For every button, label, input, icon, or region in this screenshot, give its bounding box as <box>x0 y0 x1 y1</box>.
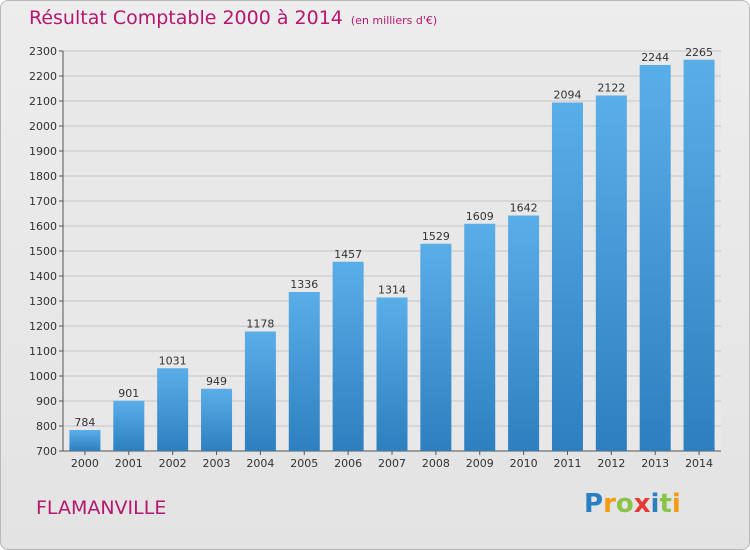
x-tick-label: 2006 <box>334 457 362 470</box>
x-tick-label: 2007 <box>378 457 406 470</box>
y-tick-label: 1700 <box>29 195 57 208</box>
logo-letter: x <box>633 489 651 519</box>
unit-label: (en milliers d'€) <box>350 14 438 27</box>
x-tick-label: 2010 <box>510 457 538 470</box>
y-tick-label: 1500 <box>29 245 57 258</box>
x-tick-label: 2014 <box>685 457 713 470</box>
bar <box>201 388 233 451</box>
x-tick-label: 2004 <box>246 457 274 470</box>
bar <box>420 243 452 451</box>
bar <box>288 292 320 451</box>
bar <box>683 59 715 451</box>
y-tick-label: 2100 <box>29 95 57 108</box>
bar-value-label: 1529 <box>422 230 450 243</box>
logo-letter: P <box>584 489 604 519</box>
x-tick-label: 2011 <box>553 457 581 470</box>
logo-letter: r <box>603 489 616 519</box>
bar-value-label: 901 <box>118 387 139 400</box>
logo-letter: i <box>650 489 660 519</box>
y-tick-label: 2300 <box>29 45 57 58</box>
y-tick-label: 1300 <box>29 295 57 308</box>
y-tick-label: 1100 <box>29 345 57 358</box>
bar <box>551 102 583 451</box>
bar-value-label: 1178 <box>246 318 274 331</box>
bar-value-label: 2122 <box>597 82 625 95</box>
bar <box>157 368 189 451</box>
bar <box>69 430 101 451</box>
bar <box>508 215 540 451</box>
y-tick-label: 2000 <box>29 120 57 133</box>
y-tick-label: 1200 <box>29 320 57 333</box>
y-tick-label: 1800 <box>29 170 57 183</box>
x-tick-label: 2003 <box>203 457 231 470</box>
bar-value-label: 1457 <box>334 248 362 261</box>
bar <box>639 65 671 451</box>
x-tick-label: 2013 <box>641 457 669 470</box>
y-tick-label: 1900 <box>29 145 57 158</box>
bar <box>595 95 627 451</box>
bar <box>376 297 408 451</box>
bar-value-label: 1642 <box>510 202 538 215</box>
logo-letter: t <box>659 489 672 519</box>
bar-value-label: 2265 <box>685 46 713 59</box>
logo-letter: o <box>615 489 634 519</box>
bar-value-label: 949 <box>206 375 227 388</box>
label-layer: 784 901 1031 949 1178 1336 1457 1314 1529 1609 164… <box>74 46 713 429</box>
chart-title: Résultat Comptable 2000 à 2014 (en millie… <box>29 7 437 29</box>
bar-value-label: 1314 <box>378 284 406 297</box>
x-tick-label: 2008 <box>422 457 450 470</box>
x-tick-label: 2001 <box>115 457 143 470</box>
y-tick-label: 2200 <box>29 70 57 83</box>
logo-letter: i <box>671 489 681 519</box>
bar-value-label: 1609 <box>466 210 494 223</box>
bar-value-label: 1336 <box>290 278 318 291</box>
bar-value-label: 2244 <box>641 51 669 64</box>
bar-value-label: 1031 <box>159 354 187 367</box>
y-tick-label: 900 <box>36 395 57 408</box>
y-tick-label: 800 <box>36 420 57 433</box>
bar-value-label: 2094 <box>553 89 581 102</box>
bar <box>332 261 364 451</box>
y-tick-label: 1400 <box>29 270 57 283</box>
proxiti-logo[interactable]: Proxiti <box>584 489 681 519</box>
commune-name: FLAMANVILLE <box>36 497 167 519</box>
bar-value-label: 784 <box>74 416 95 429</box>
x-tick-label: 2009 <box>466 457 494 470</box>
y-tick-label: 700 <box>36 445 57 458</box>
y-tick-label: 1600 <box>29 220 57 233</box>
bar-layer <box>69 59 715 451</box>
x-tick-label: 2002 <box>159 457 187 470</box>
bar <box>113 400 145 451</box>
y-tick-label: 1000 <box>29 370 57 383</box>
x-tick-label: 2000 <box>71 457 99 470</box>
title-text: Résultat Comptable 2000 à 2014 <box>29 7 343 29</box>
x-tick-label: 2012 <box>597 457 625 470</box>
x-tick-label: 2005 <box>290 457 318 470</box>
bar <box>464 223 496 451</box>
bar <box>244 331 276 451</box>
